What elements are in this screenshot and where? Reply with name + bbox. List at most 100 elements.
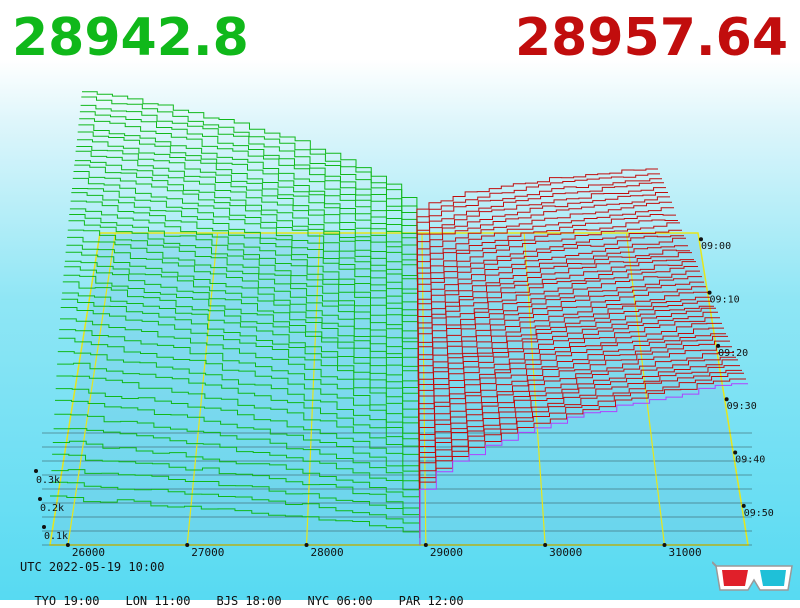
price-gridline [186, 232, 219, 546]
ask-depth-line [418, 333, 726, 469]
depth-tick-label: 0.2k [40, 503, 64, 514]
bid-depth-line [64, 266, 420, 407]
depth-tick-marker [42, 525, 46, 529]
ask-depth-line [418, 346, 732, 490]
world-clocks: TYO 19:00 LON 11:00 BJS 18:00 NYC 06:00 PAR … [20, 580, 490, 608]
ask-depth-line [417, 237, 686, 331]
ask-depth-line [418, 311, 718, 441]
ask-depth-line [417, 266, 698, 372]
price-gridline [67, 232, 116, 546]
depth-tick-marker [34, 469, 38, 473]
bid-depth-line [78, 124, 418, 268]
ask-depth-line [418, 317, 720, 448]
ask-depth-line [416, 196, 670, 275]
ask-depth-line [417, 252, 692, 351]
time-tick-label: 09:30 [727, 401, 757, 412]
bid-depth-line [67, 229, 419, 372]
bid-depth-line [60, 318, 420, 448]
x-tick-marker [65, 543, 70, 547]
ask-depth-line [419, 365, 740, 518]
ask-depth-line [418, 340, 730, 483]
depth-tick-label: 0.3k [36, 475, 60, 486]
bid-depth-line [69, 214, 419, 358]
x-tick-label: 28000 [311, 546, 344, 559]
ask-depth-line [418, 307, 716, 435]
time-tick-marker [724, 397, 729, 402]
ask-depth-line [419, 372, 744, 532]
time-tick-marker [741, 503, 746, 508]
ask-depth-line [418, 286, 706, 400]
ask-depth-line [417, 261, 696, 365]
time-tick-label: 09:20 [718, 348, 748, 359]
bid-depth-line [80, 104, 418, 247]
ask-depth-line [417, 281, 704, 393]
bid-depth-line [52, 440, 421, 518]
bid-depth-line [52, 453, 421, 525]
time-tick-marker [699, 237, 703, 242]
ask-depth-line [418, 335, 728, 476]
ask-depth-line [418, 327, 724, 462]
ask-depth-line [419, 359, 738, 511]
ask-depth-line [417, 249, 690, 344]
bid-depth-line [75, 150, 419, 296]
clock-london: LON 11:00 [125, 594, 191, 608]
ask-depth-line [417, 245, 688, 337]
bid-depth-line [50, 495, 421, 545]
time-tick-label: 09:40 [735, 455, 765, 466]
bid-depth-line [67, 236, 419, 379]
bid-depth-line [55, 388, 420, 490]
bid-depth-line [76, 146, 418, 289]
clock-tokyo: TYO 19:00 [34, 594, 100, 608]
x-tick-label: 31000 [668, 546, 701, 559]
bid-depth-line [73, 171, 419, 317]
bid-depth-line [53, 428, 421, 511]
bid-depth-line [77, 139, 418, 282]
ask-depth-line [419, 369, 742, 525]
time-tick-label: 09:50 [744, 508, 774, 519]
ask-depth-line [418, 300, 712, 421]
bid-depth-line [57, 351, 420, 469]
bid-depth-line [72, 177, 419, 324]
ask-depth-line [417, 219, 678, 303]
ask-depth-line [417, 214, 676, 296]
bid-depth-line [59, 329, 420, 455]
bid-depth-line [82, 91, 418, 233]
ask-depth-line [416, 192, 668, 268]
3d-glasses-icon[interactable] [712, 560, 796, 594]
x-tick-marker [185, 543, 190, 547]
bid-depth-line [65, 251, 419, 393]
time-tick-marker [716, 343, 721, 348]
ask-depth-line [416, 201, 672, 282]
bid-depth-line [51, 469, 421, 532]
x-tick-label: 26000 [72, 546, 105, 559]
bid-depth-line [57, 362, 420, 476]
clock-paris: PAR 12:00 [398, 594, 464, 608]
ask-depth-line [416, 178, 662, 247]
ask-depth-line [417, 229, 682, 317]
bid-depth-line [60, 307, 420, 441]
x-tick-label: 29000 [430, 546, 463, 559]
ask-depth-line [418, 305, 714, 428]
x-tick-marker [304, 543, 309, 547]
ask-depth-line [418, 291, 708, 407]
ask-depth-line [417, 235, 684, 324]
time-tick-label: 09:00 [701, 241, 731, 252]
bid-depth-line [77, 131, 418, 275]
ask-depth-line [418, 322, 722, 455]
bid-depth-line [58, 337, 420, 462]
ask-depth-line [417, 222, 680, 310]
bid-depth-line [72, 188, 419, 331]
x-tick-marker [423, 543, 428, 547]
ask-depth-line [416, 182, 664, 254]
clock-beijing: BJS 18:00 [216, 594, 282, 608]
ask-depth-line [418, 296, 710, 414]
time-tick-label: 09:10 [710, 295, 740, 306]
ask-depth-line [417, 270, 700, 379]
x-tick-marker [543, 543, 548, 547]
bid-depth-line [55, 399, 420, 497]
time-tick-marker [733, 450, 738, 455]
ask-depth-line [416, 187, 666, 261]
bid-depth-line [69, 208, 419, 351]
bid-depth-line [56, 375, 420, 483]
